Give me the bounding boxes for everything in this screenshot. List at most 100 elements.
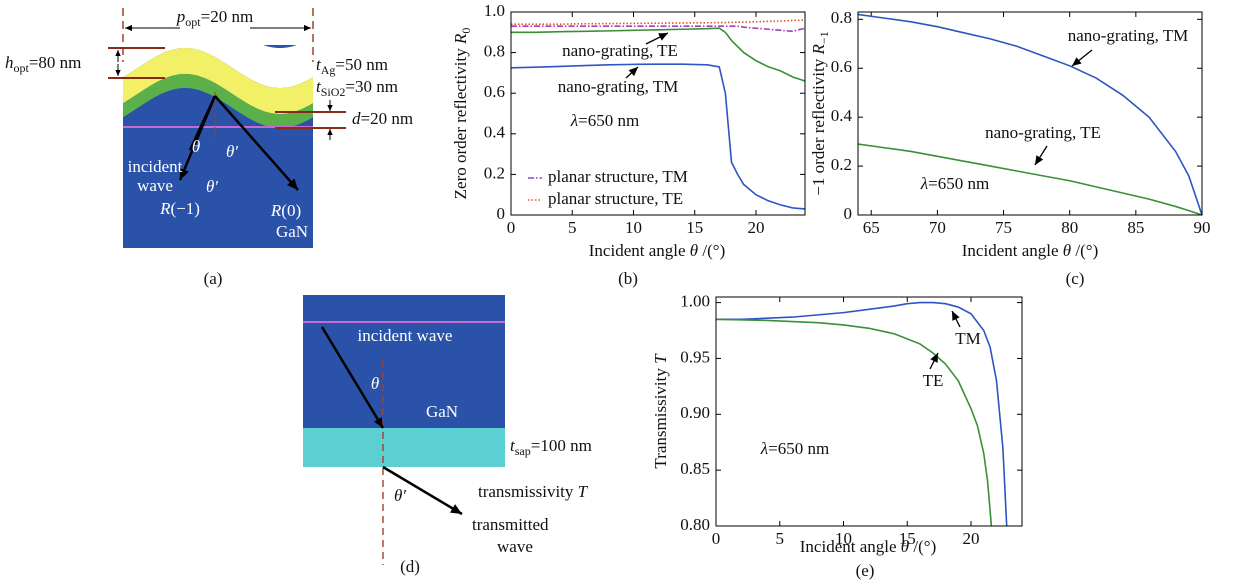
silver-layer (123, 48, 313, 114)
text-part: λ (920, 174, 928, 193)
text-part: =650 nm (928, 174, 989, 193)
y-tick-label: 0.6 (831, 57, 852, 76)
text-part: /(°) (1071, 241, 1098, 260)
diagram-label: θ′ (226, 142, 238, 161)
y-tick-label: 0.2 (831, 155, 852, 174)
text-part: wave (497, 537, 533, 556)
diagram-label: θ′ (394, 486, 406, 505)
diagram-label: R(−1) (159, 199, 200, 218)
text-part: =650 nm (768, 439, 829, 458)
series-line (857, 143, 1203, 216)
series-line (857, 13, 1203, 216)
series-label: nano-grating, TE (985, 123, 1101, 142)
text-part: θ (192, 137, 200, 156)
text-part: =20 nm (201, 7, 254, 26)
arrow-head (628, 67, 638, 77)
text-part: wave (137, 176, 173, 195)
text-part: Transmissivity (651, 364, 670, 469)
diagram-label: wave (497, 537, 533, 556)
arrow-head (125, 24, 132, 32)
x-tick-label: 0 (712, 529, 721, 548)
arrow-head (327, 105, 333, 111)
text-part: t (316, 77, 322, 96)
diagram-label: popt=20 nm (176, 7, 253, 29)
arrow-head (115, 50, 121, 56)
text-part: Ag (321, 63, 336, 77)
diagram-d (303, 295, 505, 565)
diagram-label: GaN (426, 402, 458, 421)
diagram-label: tSiO2=30 nm (316, 77, 398, 99)
x-tick-label: 0 (507, 218, 516, 237)
text-part: t (316, 55, 322, 74)
sapphire-layer (303, 428, 505, 467)
series-line (511, 27, 806, 82)
x-tick-label: 15 (899, 529, 916, 548)
x-tick-label: 15 (686, 218, 703, 237)
text-part: /(°) (909, 537, 936, 556)
arrow-head (1072, 57, 1082, 66)
diagram-label: wave (137, 176, 173, 195)
series-label: nano-grating, TM (558, 77, 679, 96)
annotation: λ=650 nm (760, 439, 829, 458)
x-tick-label: 90 (1194, 218, 1211, 237)
diagram-a (108, 8, 346, 248)
x-tick-label: 75 (995, 218, 1012, 237)
diagram-label: transmitted (472, 515, 549, 534)
text-part: θ (1063, 241, 1071, 260)
silica-layer (123, 74, 313, 128)
diagram-label: incident wave (358, 326, 453, 345)
x-tick-label: 65 (863, 218, 880, 237)
arrow-head (658, 33, 668, 41)
text-part: opt (185, 15, 201, 29)
y-axis-label: Transmissivity T (651, 353, 670, 469)
series-line (511, 19, 806, 25)
text-part: Incident angle (589, 241, 690, 260)
arrow-head (115, 70, 121, 76)
y-tick-label: 0.4 (831, 106, 853, 125)
diagram-label: hopt=80 nm (5, 53, 81, 75)
text-part: −1 (817, 31, 831, 44)
annotation: λ=650 nm (570, 111, 639, 130)
text-part: =50 nm (335, 55, 388, 74)
y-tick-label: 0.8 (484, 42, 505, 61)
series-line (715, 318, 993, 527)
series-line (510, 63, 806, 210)
text-part: R (809, 43, 828, 55)
x-tick-label: 20 (748, 218, 765, 237)
text-part: θ′ (226, 142, 238, 161)
text-part: R (451, 33, 470, 45)
chart: 0 5 10 15 20 0.80 0.85 0.90 0.95 1.00 TM TE (680, 291, 1023, 548)
arrow-head (327, 129, 333, 135)
x-tick-label: 85 (1127, 218, 1144, 237)
arrow-head (373, 417, 383, 428)
y-tick-label: 1.0 (484, 1, 505, 20)
y-tick-label: 1.00 (680, 291, 710, 310)
y-tick-label: 0 (497, 204, 506, 223)
diagram-label: θ (371, 374, 379, 393)
diagram-label: R(0) (270, 201, 301, 220)
text-part: GaN (426, 402, 458, 421)
series-line (716, 301, 1008, 527)
text-part: incident wave (358, 326, 453, 345)
y-tick-label: 0.85 (680, 459, 710, 478)
x-tick-label: 10 (835, 529, 852, 548)
caption: (d) (400, 557, 420, 576)
arrow-head (304, 24, 311, 32)
text-part: (−1) (170, 199, 199, 218)
text-part: opt (14, 61, 30, 75)
arrow-head (287, 178, 298, 190)
diagram-label: incident (128, 157, 183, 176)
y-tick-label: 0.2 (484, 163, 505, 182)
x-axis-label: Incident angle θ /(°) (962, 241, 1098, 260)
text-part: λ (760, 439, 768, 458)
legend-label: planar structure, TE (548, 189, 683, 208)
text-part: =650 nm (578, 111, 639, 130)
arrow-shaft (214, 95, 299, 191)
diagram-label: tAg=50 nm (316, 55, 388, 77)
text-part: R (270, 201, 282, 220)
arrow-head (930, 353, 938, 363)
text-part: Incident angle (962, 241, 1063, 260)
text-part: T (651, 353, 670, 364)
y-tick-label: 0.90 (680, 403, 710, 422)
text-part: t (510, 436, 516, 455)
